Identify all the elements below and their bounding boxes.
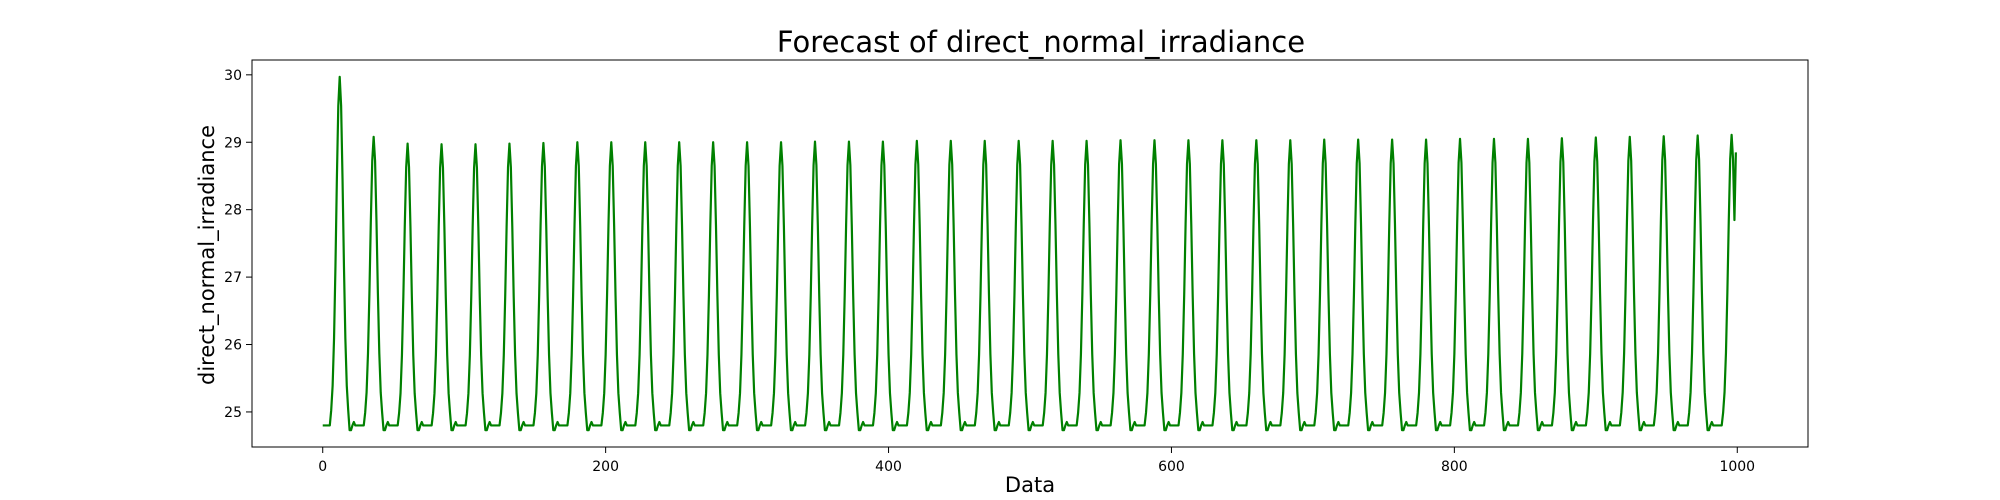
x-tick-label: 600 [1158,459,1185,475]
plot-area [251,59,1809,448]
chart-title: Forecast of direct_normal_irradiance [777,25,1305,59]
x-tick-label: 1000 [1719,459,1755,475]
x-tick-label: 200 [592,459,619,475]
y-axis: 25 26 27 28 29 30 [224,68,252,421]
y-axis-label: direct_normal_irradiance [195,125,220,385]
y-tick-label: 28 [224,203,242,219]
y-tick-label: 29 [224,135,242,151]
x-axis-label: Data [1005,473,1055,497]
x-tick-label: 0 [318,459,327,475]
y-tick-label: 25 [224,405,242,421]
forecast-line [322,75,1737,432]
x-tick-label: 400 [875,459,902,475]
y-tick-label: 27 [224,270,242,286]
y-tick-label: 30 [224,68,242,84]
x-tick-label: 800 [1441,459,1468,475]
y-tick-label: 26 [224,338,242,354]
x-axis: 0 200 400 600 800 1000 [318,447,1755,475]
